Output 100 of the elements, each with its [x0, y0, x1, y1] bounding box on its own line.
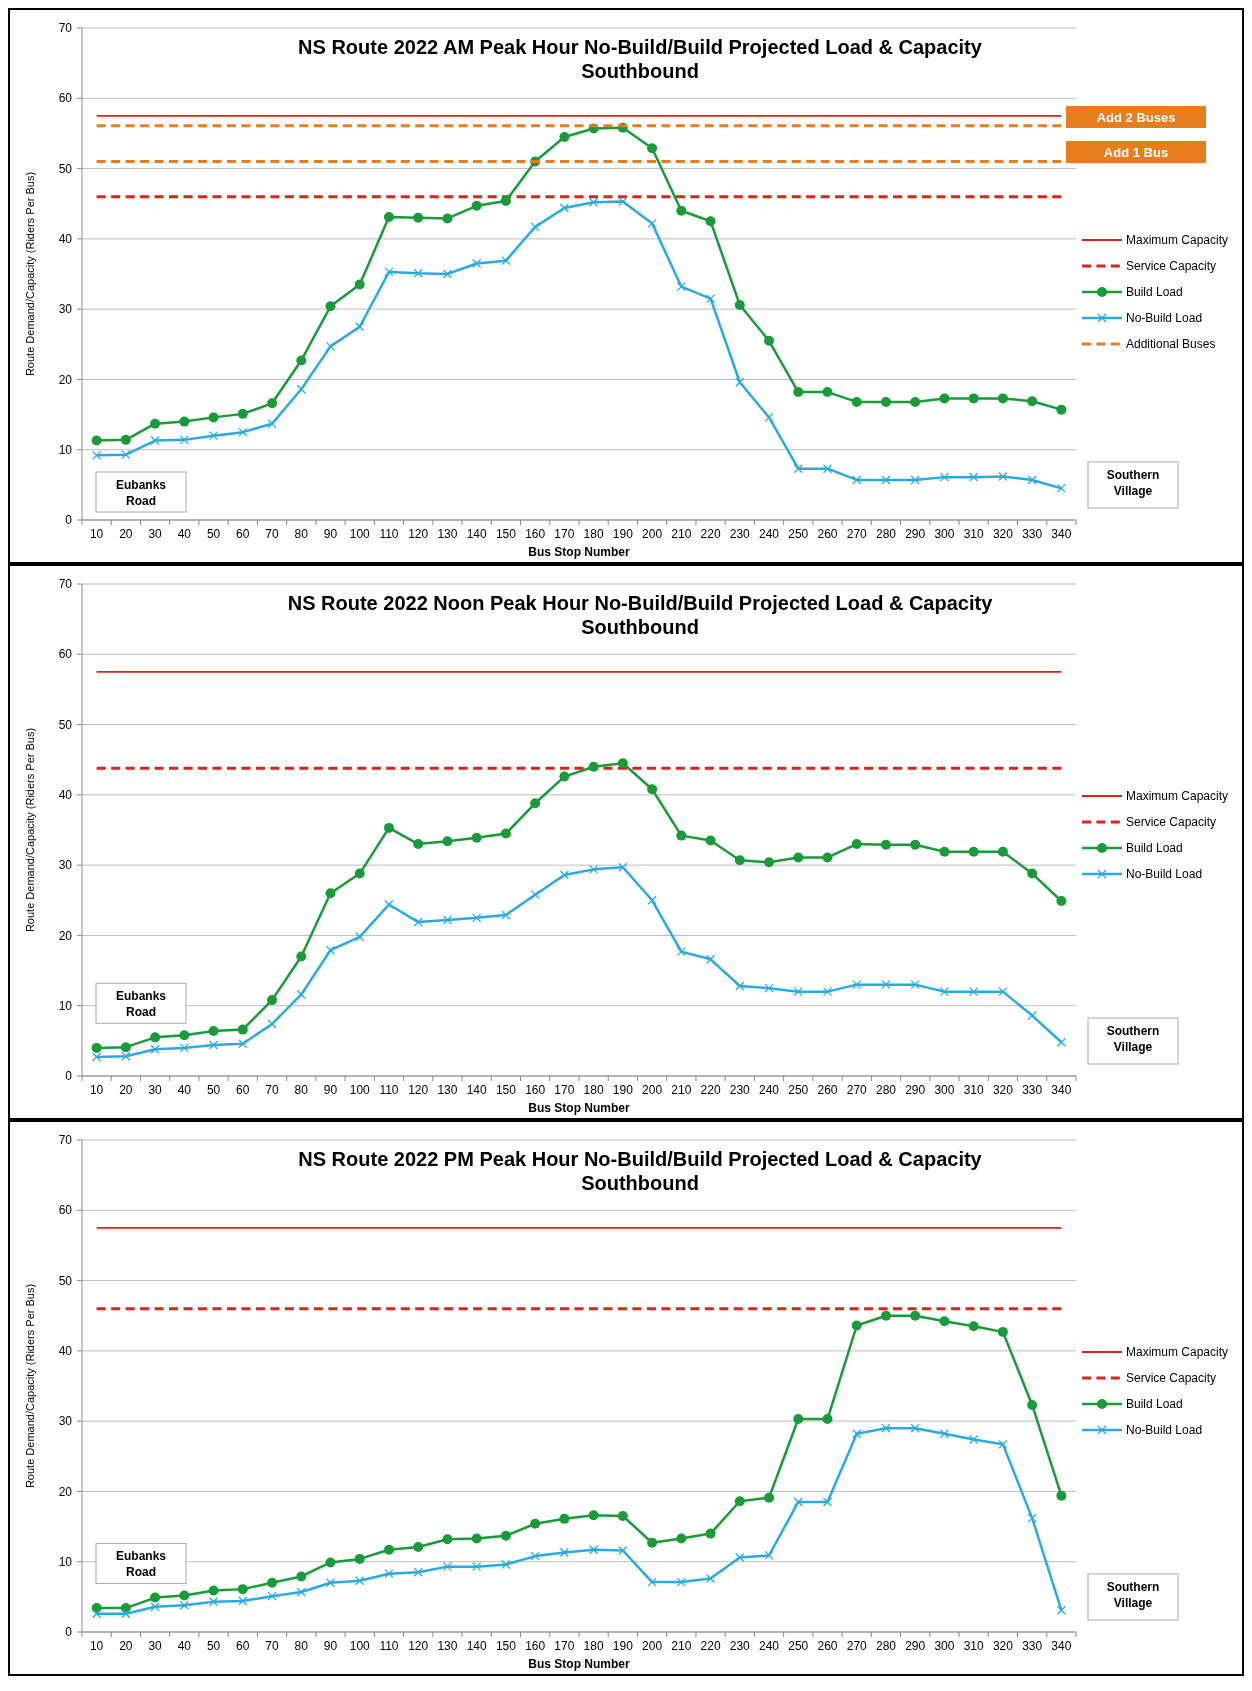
point — [969, 1434, 979, 1445]
x-tick-label: 170 — [554, 1083, 575, 1097]
point — [121, 1051, 131, 1061]
x-tick-label: 330 — [1022, 1639, 1043, 1653]
x-tick-label: 160 — [525, 527, 546, 541]
x-tick-label: 90 — [323, 1639, 338, 1653]
point — [1027, 1399, 1038, 1410]
point — [237, 1024, 248, 1035]
point — [588, 197, 599, 207]
x-tick-label: 180 — [583, 1639, 604, 1653]
legend-label: Maximum Capacity — [1126, 1345, 1229, 1360]
point — [413, 1541, 424, 1552]
x-tick-label: 10 — [89, 1639, 104, 1653]
x-tick-label: 210 — [671, 1639, 692, 1653]
point — [676, 1577, 686, 1587]
x-tick-label: 320 — [992, 527, 1014, 541]
point — [705, 1528, 716, 1539]
chart-title: NS Route 2022 Noon Peak Hour No-Build/Build Projected Load & Capacity — [287, 592, 994, 614]
point — [617, 758, 628, 769]
x-tick-label: 20 — [119, 527, 133, 541]
point — [735, 981, 745, 991]
point — [208, 1026, 219, 1037]
point — [705, 954, 716, 964]
point — [910, 979, 920, 990]
x-tick-label: 200 — [642, 1083, 663, 1097]
x-tick-label: 190 — [612, 1083, 634, 1097]
point — [120, 1042, 131, 1053]
point — [588, 864, 599, 875]
point — [881, 475, 891, 485]
point — [735, 1552, 745, 1563]
x-tick-label: 140 — [466, 1639, 488, 1653]
x-tick-label: 100 — [349, 1083, 371, 1097]
point — [881, 979, 891, 990]
x-tick-label: 50 — [206, 1639, 221, 1653]
callout-box: Add 2 Buses — [1066, 106, 1206, 128]
point — [880, 396, 891, 407]
point — [998, 471, 1008, 482]
x-tick-label: 110 — [379, 1639, 399, 1653]
x-tick-label: 140 — [466, 527, 488, 541]
x-tick-label: 330 — [1022, 1083, 1043, 1097]
point — [822, 987, 833, 997]
point — [413, 212, 424, 223]
legend-label: Maximum Capacity — [1126, 789, 1229, 804]
point — [179, 1030, 190, 1041]
point — [179, 416, 190, 427]
point — [267, 1577, 278, 1588]
point — [647, 1537, 658, 1548]
x-tick-label: 300 — [934, 1083, 955, 1097]
x-tick-label: 50 — [206, 1083, 221, 1097]
x-tick-label: 70 — [265, 527, 280, 541]
point — [384, 1569, 394, 1579]
x-tick-label: 20 — [119, 1639, 133, 1653]
point — [880, 1310, 891, 1321]
x-tick-label: 170 — [554, 1639, 575, 1653]
point — [968, 393, 979, 404]
y-tick-label: 60 — [58, 91, 73, 106]
point — [705, 1573, 716, 1584]
point — [120, 434, 131, 445]
text: Southbound — [581, 616, 699, 638]
y-axis-title: Route Demand/Capacity (Riders Per Bus) — [24, 727, 36, 933]
point — [1027, 1513, 1037, 1523]
point — [997, 393, 1008, 404]
point — [1027, 396, 1038, 407]
point — [501, 255, 511, 266]
x-tick-label: 80 — [294, 1083, 309, 1097]
point — [910, 1310, 921, 1321]
x-tick-label: 170 — [554, 527, 575, 541]
point — [734, 855, 745, 866]
point — [998, 987, 1008, 997]
x-tick-label: 220 — [700, 527, 721, 541]
x-tick-label: 260 — [817, 527, 838, 541]
point — [969, 472, 979, 482]
point — [179, 1600, 189, 1610]
y-tick-label: 30 — [58, 1414, 73, 1429]
point — [501, 1559, 511, 1570]
point — [822, 387, 833, 398]
x-tick-label: 180 — [583, 1083, 604, 1097]
y-tick-label: 50 — [58, 1273, 73, 1288]
point — [647, 784, 658, 795]
x-tick-label: 230 — [729, 1083, 751, 1097]
point — [969, 987, 979, 997]
x-axis-title: Bus Stop Number — [528, 1101, 630, 1115]
x-tick-label: 30 — [148, 527, 163, 541]
chart-title: NS Route 2022 PM Peak Hour No-Build/Build Projected Load & Capacity — [298, 1148, 983, 1170]
point — [559, 1547, 570, 1558]
callout-box: Add 1 Bus — [1066, 141, 1206, 163]
point — [822, 852, 833, 863]
x-tick-label: 110 — [379, 527, 399, 541]
y-tick-label: 0 — [65, 513, 73, 528]
x-tick-label: 40 — [177, 1083, 192, 1097]
point — [676, 282, 686, 292]
point — [471, 1533, 482, 1544]
x-tick-label: 150 — [495, 1083, 517, 1097]
y-tick-label: 40 — [58, 232, 73, 247]
point — [618, 862, 628, 872]
y-tick-label: 70 — [58, 1133, 73, 1148]
y-axis-title: Route Demand/Capacity (Riders Per Bus) — [24, 1283, 36, 1489]
x-tick-label: 270 — [846, 527, 868, 541]
point — [500, 828, 511, 839]
y-tick-label: 50 — [58, 717, 73, 732]
